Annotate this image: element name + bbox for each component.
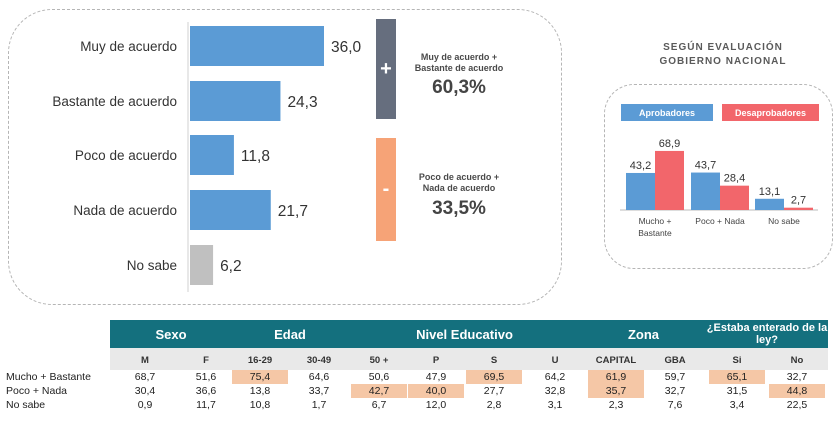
main-bar-chart: Muy de acuerdo 36,0 Bastante de acuerdo 24,… [52,22,362,292]
table-cell: 64,6 [308,371,330,383]
table-column-header: F [203,355,209,366]
table-cell: 42,7 [351,384,407,398]
table-cell: 50,6 [368,371,390,383]
main-category-label: No sabe [127,258,177,273]
table-cell: 2,3 [608,399,624,411]
table-row-label: Mucho + Bastante [6,371,91,383]
table-cell: 65,1 [709,370,765,384]
table-column-header: S [490,355,498,366]
main-value-label: 11,8 [241,148,270,165]
table-subheader-band [110,348,828,370]
table-column-header: 50 + [369,355,389,366]
main-bar [190,135,234,175]
legend-approvers: Aprobadores [621,104,713,121]
table-cell: 69,5 [466,370,522,384]
table-group-header: Zona [581,320,706,348]
table-cell: 6,7 [371,399,387,411]
positive-summary-label-line2: Bastante de acuerdo [414,63,504,73]
main-bar [190,26,324,66]
main-bar [190,81,281,121]
table-cell: 30,4 [134,385,156,397]
main-category-label: Bastante de acuerdo [52,94,177,109]
positive-summary-label-line1: Muy de acuerdo + [420,52,498,62]
main-category-label: Nada de acuerdo [73,203,177,218]
table-cell: 32,7 [786,371,808,383]
table-cell: 40,0 [408,384,464,398]
positive-summary-marker: + [376,19,396,119]
table-group-header: Nivel Educativo [348,320,581,348]
table-cell: 44,8 [769,384,825,398]
positive-summary-value: 60,3% [432,77,486,98]
table-cell: 10,8 [249,399,271,411]
table-group-header: ¿Estaba enterado de la ley? [706,320,828,348]
negative-summary-label: Poco de acuerdo + Nada de acuerdo [384,172,534,194]
table-cell: 0,9 [137,399,153,411]
main-category-label: Poco de acuerdo [75,148,177,163]
table-cell: 68,7 [134,371,156,383]
table-cell: 3,4 [729,399,745,411]
table-cell: 51,6 [195,371,217,383]
table-column-header: U [551,355,559,366]
negative-summary-label-line1: Poco de acuerdo + [418,172,500,182]
table-column-header: 30-49 [306,355,332,366]
legend-disapprovers: Desaprobadores [722,104,819,121]
table-cell: 47,9 [425,371,447,383]
table-cell: 27,7 [483,385,505,397]
negative-summary-marker: - [376,138,396,241]
gov-chart-title-line2: GOBIERNO NACIONAL [659,56,787,67]
gov-chart-title: SEGÚN EVALUACIÓN GOBIERNO NACIONAL [628,41,818,69]
table-cell: 22,5 [786,399,808,411]
table-cell: 13,8 [249,385,271,397]
table-row-label: No sabe [6,399,46,411]
crosstab-table: Sexo Edad Nivel Educativo Zona ¿Estaba enter… [0,320,833,425]
table-column-header: GBA [664,355,686,366]
table-cell: 12,0 [425,399,447,411]
table-cell: 1,7 [311,399,327,411]
positive-summary-label: Muy de acuerdo + Bastante de acuerdo [384,52,534,74]
table-cell: 59,7 [664,371,686,383]
table-column-header: M [141,355,149,366]
main-value-label: 6,2 [220,258,242,275]
table-column-header: 16-29 [247,355,273,366]
table-cell: 32,7 [664,385,686,397]
table-column-header: Si [732,355,742,366]
main-chart-panel [8,9,562,305]
table-cell: 75,4 [232,370,288,384]
table-cell: 31,5 [726,385,748,397]
main-category-label: Muy de acuerdo [80,39,177,54]
table-cell: 2,8 [486,399,502,411]
table-column-header: P [432,355,440,366]
table-group-header: Edad [232,320,348,348]
gov-chart-title-line1: SEGÚN EVALUACIÓN [663,42,783,53]
main-value-label: 36,0 [331,39,362,56]
table-cell: 3,1 [547,399,563,411]
table-group-header: Sexo [110,320,232,348]
main-value-label: 21,7 [278,203,308,220]
table-cell: 7,6 [667,399,683,411]
table-cell: 35,7 [588,384,644,398]
table-cell: 61,9 [588,370,644,384]
negative-summary-label-line2: Nada de acuerdo [422,183,496,193]
main-bar [190,190,271,230]
table-cell: 33,7 [308,385,330,397]
table-cell: 36,6 [195,385,217,397]
table-row-label: Poco + Nada [6,385,68,397]
table-column-header: No [790,355,804,366]
table-column-header: CAPITAL [595,355,637,366]
negative-summary-value: 33,5% [432,198,486,219]
table-cell: 32,8 [544,385,566,397]
table-cell: 64,2 [544,371,566,383]
main-value-label: 24,3 [287,94,317,111]
main-bar [190,245,214,285]
table-cell: 11,7 [196,399,216,411]
